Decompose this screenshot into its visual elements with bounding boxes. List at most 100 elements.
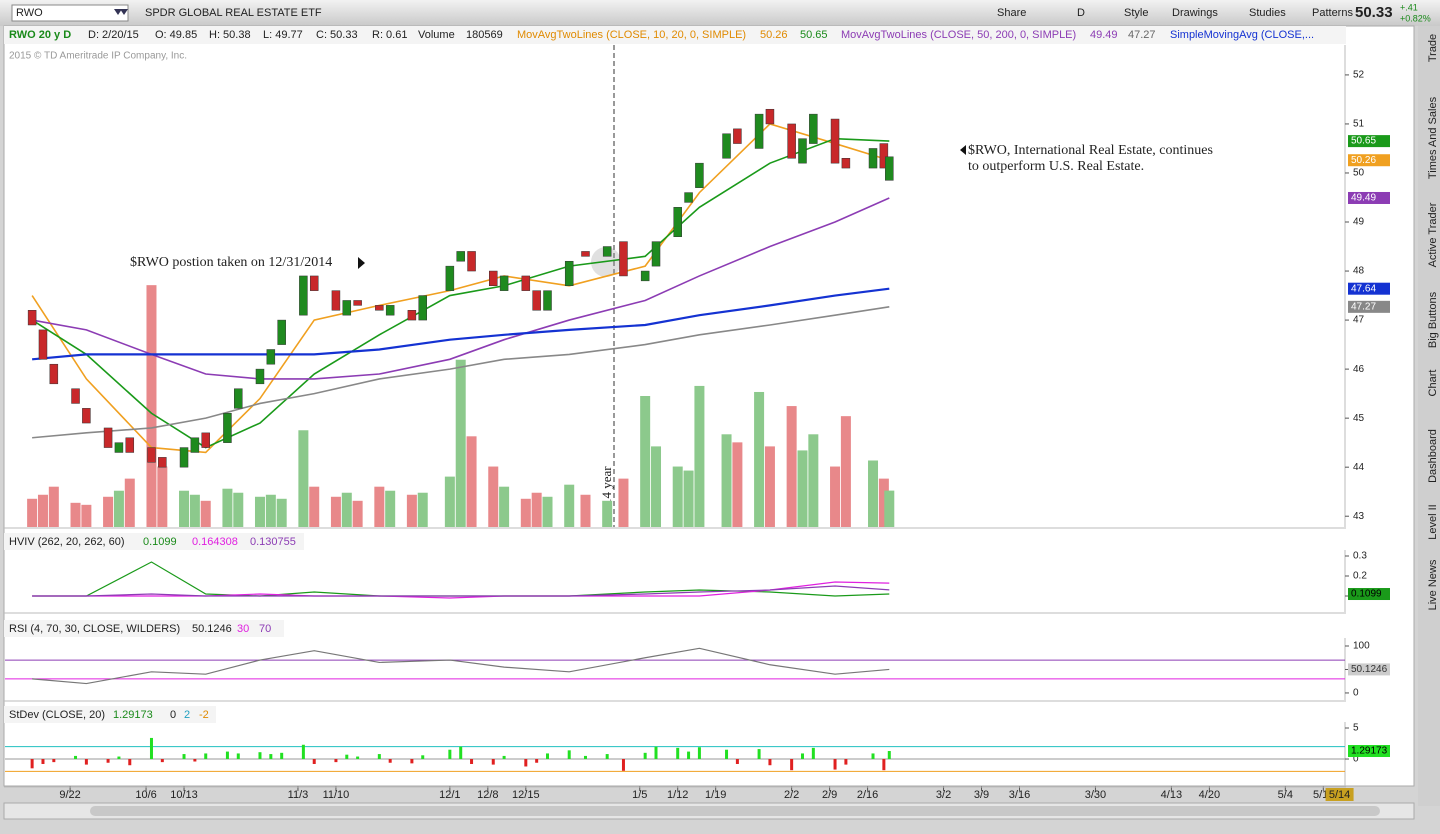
candle (830, 118, 840, 164)
candle (765, 108, 775, 125)
study-title[interactable]: RSI (4, 70, 30, CLOSE, WILDERS) (9, 623, 180, 635)
histogram-bar (583, 755, 587, 760)
histogram-bar (41, 759, 45, 764)
volume-bar (233, 492, 244, 527)
study-label[interactable]: SimpleMovingAvg (CLOSE,... (1170, 29, 1314, 41)
candle (147, 447, 156, 463)
side-bar (1418, 26, 1440, 806)
toolbar-button-label[interactable]: Drawings (1172, 7, 1218, 19)
study-title[interactable]: StDev (CLOSE, 20) (9, 709, 105, 721)
x-tick-label: 2/2 (784, 789, 799, 801)
toolbar (0, 0, 1440, 26)
side-tab[interactable]: Trade (1427, 34, 1439, 62)
x-tick-label: 2/16 (857, 789, 878, 801)
scroll-thumb[interactable] (90, 806, 1380, 816)
volume-bar (444, 476, 455, 527)
header-field: C: 50.33 (316, 29, 358, 41)
histogram-bar (388, 759, 392, 763)
histogram-bar (345, 754, 349, 760)
volume-bar (732, 442, 743, 527)
volume-bar (868, 460, 879, 527)
value-label: 47.27 (1351, 301, 1376, 312)
volume-bar (254, 496, 265, 527)
volume-bar (542, 496, 553, 527)
volume-bar (618, 478, 629, 527)
candle (564, 260, 574, 287)
x-tick-label: 9/22 (59, 789, 80, 801)
study-header-bar (4, 706, 216, 723)
y-tick-label: 43 (1353, 511, 1365, 522)
volume-bar (797, 450, 808, 527)
volume-bar (640, 396, 651, 527)
annotation: $RWO postion taken on 12/31/2014 (130, 255, 332, 270)
study-label[interactable]: MovAvgTwoLines (CLOSE, 50, 200, 0, SIMPL… (841, 29, 1076, 41)
study-label[interactable]: MovAvgTwoLines (CLOSE, 10, 20, 0, SIMPLE… (517, 29, 746, 41)
candle (673, 207, 682, 237)
symbol-dropdown[interactable] (114, 9, 128, 15)
side-tab[interactable]: Times And Sales (1427, 96, 1439, 179)
side-tab[interactable]: Live News (1427, 559, 1439, 610)
x-end-marker (1325, 788, 1354, 801)
study-value: 0.1099 (143, 536, 177, 548)
x-tick-label: 1/19 (705, 789, 726, 801)
symbol[interactable]: RWO (16, 7, 43, 19)
histogram-bar (605, 754, 609, 760)
x-tick-label: 4/13 (1161, 789, 1182, 801)
volume-bar (81, 504, 92, 527)
candle (82, 408, 91, 424)
volume-bar (531, 492, 542, 527)
candle (499, 275, 509, 291)
y-tick-label: 0 (1353, 754, 1359, 765)
study-value: 50.26 (760, 29, 788, 41)
toolbar-button-label[interactable]: Share (997, 7, 1026, 19)
study-title[interactable]: HVIV (262, 20, 262, 60) (9, 536, 125, 548)
study-value: 0 (170, 709, 176, 721)
study-value: -2 (199, 709, 209, 721)
side-tab[interactable]: Chart (1427, 370, 1439, 397)
toolbar-button-label[interactable]: D (1077, 7, 1085, 19)
histogram-bar (871, 753, 875, 760)
toolbar-button-label[interactable]: Style (1124, 7, 1148, 19)
volume-bar (222, 488, 233, 527)
histogram-bar (535, 759, 539, 763)
y-tick-label: 45 (1353, 413, 1365, 424)
volume-bar (417, 492, 428, 527)
side-tab[interactable]: Dashboard (1427, 429, 1439, 483)
histogram-bar (567, 750, 571, 760)
y-tick-label: 0.3 (1353, 551, 1367, 562)
side-tab[interactable]: Level II (1427, 504, 1439, 539)
side-tab[interactable]: Big Buttons (1427, 291, 1439, 348)
candle (841, 158, 851, 169)
x-tick-label: 11/3 (288, 789, 309, 801)
candle (114, 442, 124, 453)
volume-bar (764, 446, 775, 527)
histogram-bar (225, 751, 229, 760)
symbol-box[interactable] (11, 4, 129, 22)
toolbar-button-label[interactable]: Studies (1249, 7, 1286, 19)
study-line (32, 585, 890, 597)
side-tab[interactable]: Active Trader (1427, 202, 1439, 267)
histogram-bar (833, 759, 837, 770)
candle (190, 437, 200, 453)
volume-bar (113, 490, 124, 527)
annotation-arrow (960, 145, 966, 155)
value-box (1348, 282, 1390, 295)
study-value: 0.130755 (250, 536, 296, 548)
x-tick-label: 4/20 (1199, 789, 1220, 801)
x-tick-label: 3/30 (1085, 789, 1106, 801)
candle (754, 113, 764, 149)
volume-bar (298, 430, 309, 527)
histogram-bar (52, 759, 56, 763)
histogram-bar (687, 751, 691, 760)
histogram-bar (459, 746, 463, 760)
value-box (1348, 154, 1390, 167)
volume-bar (385, 490, 396, 527)
volume-bar (309, 486, 320, 527)
histogram-bar (470, 759, 474, 764)
candle (125, 437, 135, 453)
x-end-label: 5/14 (1329, 789, 1350, 801)
y-tick-label: 51 (1353, 119, 1365, 130)
volume-bar (189, 494, 200, 527)
candle (179, 447, 189, 468)
toolbar-button-label[interactable]: Patterns (1312, 7, 1353, 19)
